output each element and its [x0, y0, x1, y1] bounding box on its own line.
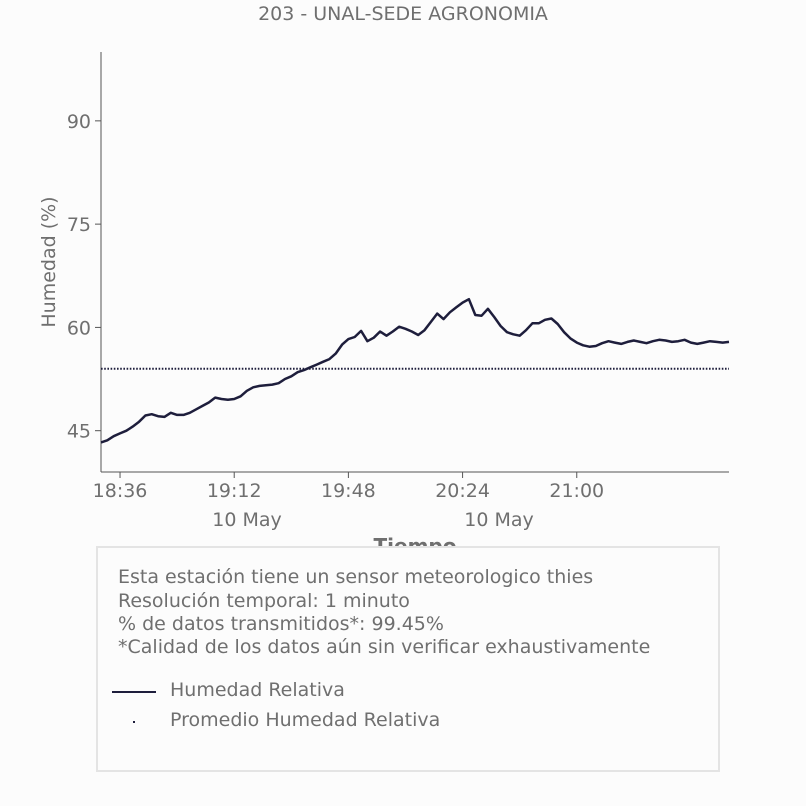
- legend-line-swatch: [112, 691, 156, 693]
- x-tick-label: 19:12: [207, 480, 262, 502]
- info-box: Esta estación tiene un sensor meteorolog…: [96, 546, 720, 772]
- date-label-1: 10 May: [212, 509, 282, 531]
- y-tick-label: 60: [67, 317, 91, 339]
- date-label-2: 10 May: [464, 509, 534, 531]
- x-tick-label: 20:24: [435, 480, 490, 502]
- y-tick-label: 45: [67, 421, 91, 443]
- y-tick-label: 75: [67, 214, 91, 236]
- axes: [100, 52, 729, 473]
- y-axis-label: Humedad (%): [38, 196, 60, 327]
- legend-dot-swatch: [133, 721, 135, 723]
- y-tick-label: 90: [67, 111, 91, 133]
- info-sensor-text: Esta estación tiene un sensor meteorolog…: [118, 566, 594, 588]
- legend-humidity-label: Humedad Relativa: [170, 679, 345, 701]
- humidity-series-line: [100, 297, 730, 444]
- ticks: 45 60 75 90 18:36 19:12 19:48 20:24 21:00: [67, 111, 604, 502]
- legend-average-label: Promedio Humedad Relativa: [170, 709, 441, 731]
- x-tick-label: 19:48: [321, 480, 376, 502]
- chart-title: 203 - UNAL-SEDE AGRONOMIA: [258, 3, 548, 25]
- x-tick-label: 18:36: [93, 480, 148, 502]
- x-tick-label: 21:00: [549, 480, 604, 502]
- info-transmitted-text: % de datos transmitidos*: 99.45%: [118, 613, 444, 635]
- info-quality-text: *Calidad de los datos aún sin verificar …: [118, 636, 651, 658]
- info-resolution-text: Resolución temporal: 1 minuto: [118, 590, 410, 612]
